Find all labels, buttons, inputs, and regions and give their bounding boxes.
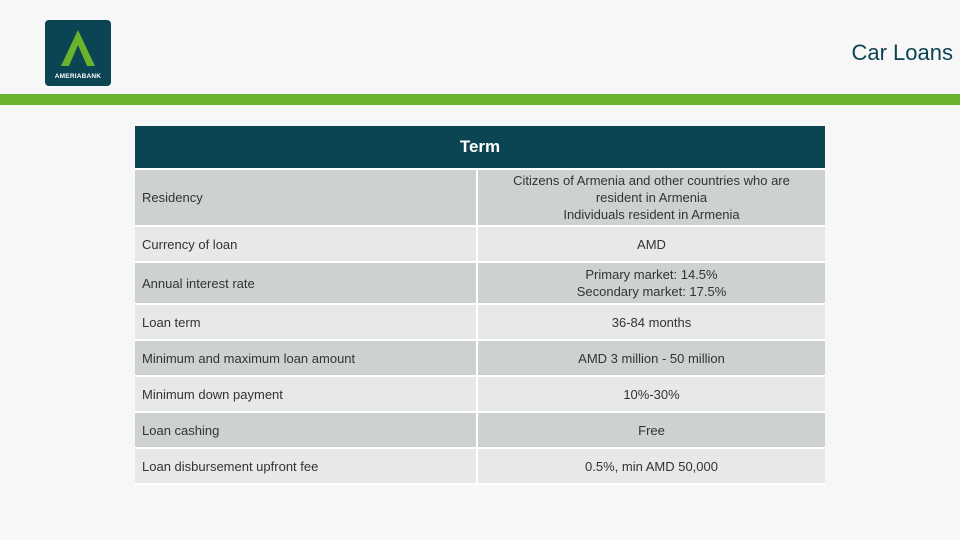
row-label: Residency — [135, 170, 478, 225]
table-row: Residency Citizens of Armenia and other … — [135, 170, 825, 227]
accent-divider — [0, 94, 960, 105]
table-row: Annual interest rate Primary market: 14.… — [135, 263, 825, 305]
row-label: Loan term — [135, 305, 478, 339]
row-value: AMD — [478, 227, 825, 261]
table-header: Term — [135, 126, 825, 170]
row-label: Annual interest rate — [135, 263, 478, 303]
row-value: AMD 3 million - 50 million — [478, 341, 825, 375]
row-value: Citizens of Armenia and other countries … — [478, 170, 825, 225]
row-label: Currency of loan — [135, 227, 478, 261]
page-title: Car Loans — [851, 40, 953, 65]
row-label: Loan cashing — [135, 413, 478, 447]
row-value: 0.5%, min AMD 50,000 — [478, 449, 825, 483]
table-row: Loan term 36-84 months — [135, 305, 825, 341]
row-label: Minimum and maximum loan amount — [135, 341, 478, 375]
table-row: Loan disbursement upfront fee 0.5%, min … — [135, 449, 825, 485]
table-row: Minimum and maximum loan amount AMD 3 mi… — [135, 341, 825, 377]
table-row: Loan cashing Free — [135, 413, 825, 449]
bank-logo: AMERIABANK — [45, 20, 111, 86]
row-value: Free — [478, 413, 825, 447]
ameria-a-icon — [61, 30, 95, 66]
table-row: Currency of loan AMD — [135, 227, 825, 263]
row-label: Loan disbursement upfront fee — [135, 449, 478, 483]
row-value: 10%-30% — [478, 377, 825, 411]
logo-text: AMERIABANK — [54, 73, 102, 80]
row-value: 36-84 months — [478, 305, 825, 339]
row-label: Minimum down payment — [135, 377, 478, 411]
loan-terms-table: Term Residency Citizens of Armenia and o… — [135, 126, 825, 485]
table-row: Minimum down payment 10%-30% — [135, 377, 825, 413]
row-value: Primary market: 14.5% Secondary market: … — [478, 263, 825, 303]
